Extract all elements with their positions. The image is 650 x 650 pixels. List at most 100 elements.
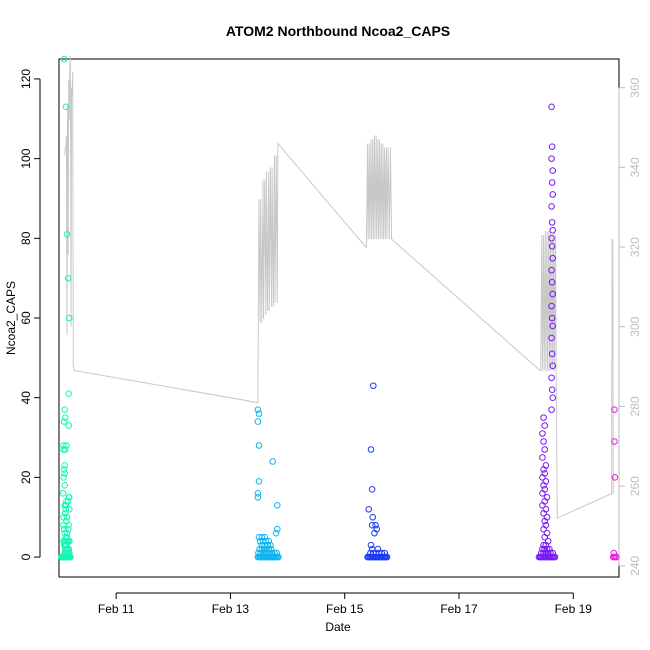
data-point-series-2	[265, 545, 273, 553]
data-point-series-4	[548, 235, 555, 242]
data-point-series-5	[611, 438, 618, 445]
data-point-series-2	[255, 410, 263, 417]
series-layer	[57, 55, 621, 561]
data-point-series-4	[540, 414, 547, 421]
y-tick-label: 20	[19, 470, 33, 484]
y-tick-label: 100	[19, 148, 33, 168]
data-point-series-3	[369, 382, 377, 390]
data-point-series-3	[368, 486, 376, 493]
data-point-series-2	[273, 549, 281, 557]
data-point-series-4	[549, 227, 557, 234]
data-point-series-4	[548, 302, 555, 310]
chart-title: ATOM2 Northbound Ncoa2_CAPS	[226, 23, 450, 39]
data-point-series-1	[64, 274, 72, 282]
data-point-series-3	[369, 513, 377, 521]
data-point-series-2	[272, 529, 280, 537]
data-point-series-4	[542, 478, 550, 485]
y-axis-title: Ncoa2_CAPS	[4, 281, 18, 355]
data-point-series-1	[62, 505, 70, 513]
data-point-series-1	[65, 390, 73, 398]
y-tick-label: 40	[19, 391, 33, 405]
data-point-series-4	[540, 549, 547, 557]
data-point-series-2	[265, 537, 273, 545]
data-point-series-4	[542, 521, 550, 529]
data-point-series-1	[64, 525, 72, 533]
data-point-series-4	[539, 430, 546, 437]
data-point-series-2	[255, 478, 263, 485]
data-point-series-3	[373, 525, 381, 533]
data-point-series-4	[549, 191, 557, 198]
data-point-series-2	[261, 549, 269, 557]
data-point-series-2	[271, 549, 278, 557]
y2-tick-label: 320	[628, 237, 642, 257]
x-tick-label: Feb 13	[212, 602, 250, 616]
data-point-series-4	[548, 406, 555, 413]
data-point-series-1	[64, 497, 72, 505]
data-point-series-4	[541, 446, 549, 453]
secondary-series-line	[64, 55, 614, 519]
data-point-series-1	[61, 529, 69, 537]
data-point-series-4	[543, 529, 551, 537]
data-point-series-1	[60, 513, 67, 521]
data-point-series-1	[61, 414, 69, 421]
y2-tick-label: 240	[628, 556, 642, 576]
data-point-series-4	[549, 254, 557, 262]
data-point-series-4	[541, 470, 549, 477]
data-point-series-4	[539, 454, 546, 461]
data-point-series-3	[368, 521, 376, 529]
data-point-series-4	[548, 334, 555, 342]
data-point-series-2	[261, 533, 269, 541]
x-tick-label: Feb 11	[98, 602, 135, 616]
data-point-series-3	[367, 446, 375, 453]
data-point-series-1	[61, 446, 69, 453]
y2-tick-label: 300	[628, 316, 642, 336]
data-point-series-2	[258, 533, 266, 541]
data-point-series-4	[548, 219, 556, 226]
data-point-series-1	[63, 231, 71, 238]
data-point-series-1	[61, 470, 69, 477]
data-point-series-4	[549, 322, 557, 330]
data-point-series-2	[254, 494, 262, 501]
data-point-series-1	[63, 513, 71, 521]
data-point-series-1	[65, 505, 73, 513]
data-point-series-4	[540, 438, 547, 445]
data-point-series-4	[548, 350, 556, 358]
data-point-series-2	[264, 541, 271, 549]
data-point-series-2	[262, 537, 270, 545]
data-point-series-1	[61, 482, 69, 489]
data-point-series-4	[543, 494, 551, 501]
data-point-series-1	[61, 509, 69, 517]
data-point-series-1	[60, 442, 67, 449]
data-point-series-4	[548, 103, 555, 111]
data-point-series-2	[269, 458, 277, 465]
data-point-series-2	[267, 541, 274, 549]
plot-area	[58, 58, 620, 578]
data-point-series-5	[610, 549, 618, 557]
y2-tick-label: 280	[628, 396, 642, 416]
data-point-series-3	[381, 549, 389, 557]
y2-tick-label: 260	[628, 476, 642, 496]
data-point-series-2	[254, 418, 262, 425]
data-point-series-1	[60, 525, 68, 533]
data-point-series-3	[367, 541, 375, 549]
data-point-series-4	[548, 179, 556, 186]
data-point-series-4	[548, 203, 555, 210]
data-point-series-4	[542, 462, 550, 469]
data-point-series-4	[540, 541, 547, 549]
data-point-series-2	[266, 549, 274, 557]
x-tick-label: Feb 19	[555, 602, 593, 616]
data-point-series-1	[60, 418, 68, 425]
data-point-series-2	[255, 442, 263, 449]
data-point-series-4	[549, 290, 557, 298]
data-point-series-1	[61, 462, 69, 469]
data-point-series-1	[61, 406, 69, 413]
data-point-series-4	[541, 545, 549, 553]
data-point-series-2	[259, 549, 267, 557]
data-point-series-2	[273, 525, 281, 533]
data-point-series-1	[59, 490, 67, 497]
x-axis-title: Date	[325, 620, 351, 634]
y2-tick-label: 340	[628, 157, 642, 177]
data-point-series-1	[65, 422, 73, 429]
data-point-series-4	[548, 374, 555, 382]
data-point-series-4	[548, 155, 555, 162]
